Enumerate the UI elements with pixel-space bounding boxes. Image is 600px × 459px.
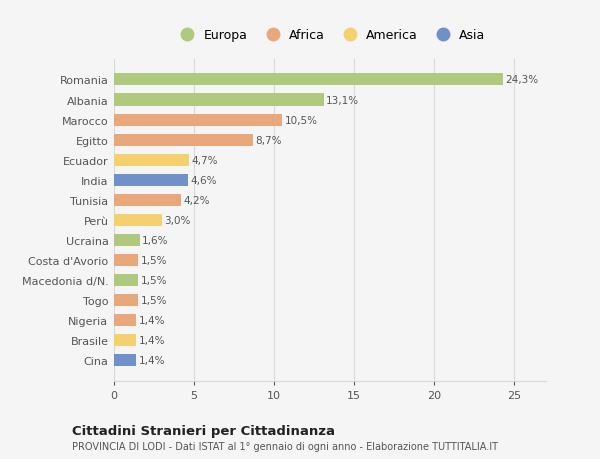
Text: 1,5%: 1,5% [140,275,167,285]
Text: 4,2%: 4,2% [184,196,210,205]
Bar [114,354,136,366]
Text: 4,7%: 4,7% [191,155,218,165]
Text: 13,1%: 13,1% [326,95,359,105]
Bar [114,274,138,286]
Text: 4,6%: 4,6% [190,175,217,185]
Bar [114,94,323,106]
Text: Cittadini Stranieri per Cittadinanza: Cittadini Stranieri per Cittadinanza [72,424,335,437]
Text: 8,7%: 8,7% [256,135,282,146]
Text: 1,4%: 1,4% [139,315,166,325]
Text: 1,5%: 1,5% [140,255,167,265]
Text: 1,4%: 1,4% [139,336,166,345]
Bar [114,154,189,166]
Text: 10,5%: 10,5% [284,115,317,125]
Bar [114,314,136,326]
Text: PROVINCIA DI LODI - Dati ISTAT al 1° gennaio di ogni anno - Elaborazione TUTTITA: PROVINCIA DI LODI - Dati ISTAT al 1° gen… [72,441,498,451]
Bar [114,74,503,86]
Text: 1,5%: 1,5% [140,295,167,305]
Bar [114,114,282,126]
Bar [114,174,188,186]
Bar [114,214,162,226]
Text: 24,3%: 24,3% [505,75,538,85]
Bar [114,194,181,206]
Bar [114,254,138,266]
Text: 3,0%: 3,0% [164,215,191,225]
Legend: Europa, Africa, America, Asia: Europa, Africa, America, Asia [170,24,490,47]
Bar [114,294,138,306]
Text: 1,4%: 1,4% [139,355,166,365]
Text: 1,6%: 1,6% [142,235,169,245]
Bar [114,334,136,347]
Bar [114,134,253,146]
Bar [114,235,140,246]
